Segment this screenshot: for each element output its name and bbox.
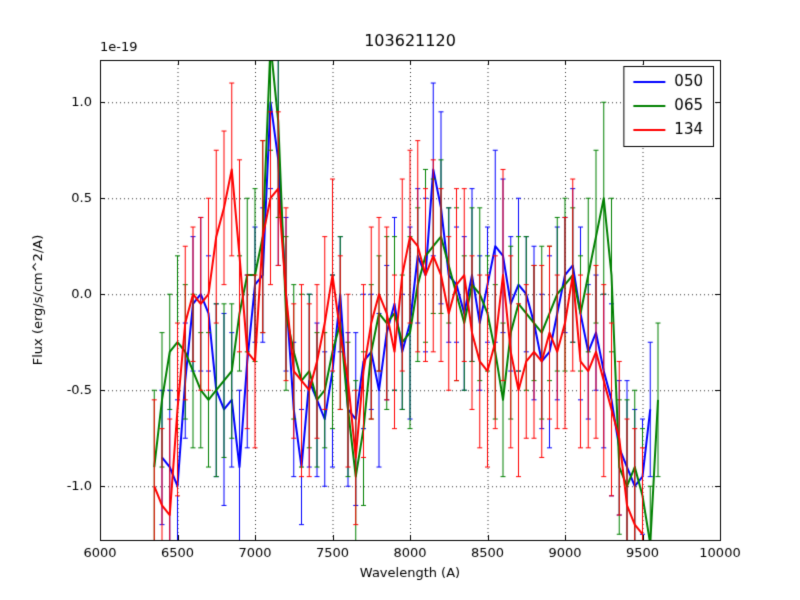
spectrum-plot-canvas [0,0,800,600]
figure [0,0,800,600]
